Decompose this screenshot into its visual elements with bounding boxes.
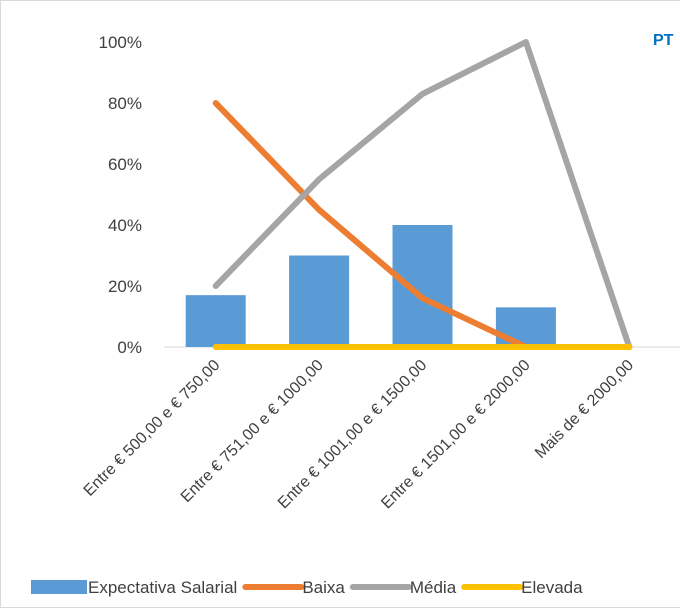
- y-tick-label: 60%: [108, 155, 142, 174]
- legend-label: Expectativa Salarial: [88, 578, 237, 597]
- legend-label: Elevada: [521, 578, 583, 597]
- legend-label: Baixa: [302, 578, 345, 597]
- category-label: Mais de € 2000,00: [532, 357, 637, 462]
- y-tick-label: 40%: [108, 216, 142, 235]
- legend-swatch: [31, 580, 87, 594]
- bar: [392, 225, 453, 347]
- y-tick-label: 0%: [117, 338, 142, 357]
- series-line: [212, 39, 633, 350]
- corner-tag: PT: [653, 32, 674, 49]
- bar: [289, 255, 350, 347]
- y-tick-label: 80%: [108, 94, 142, 113]
- legend-label: Média: [410, 578, 457, 597]
- bar: [185, 295, 246, 347]
- y-tick-label: 100%: [99, 33, 142, 52]
- bar: [495, 307, 556, 347]
- y-tick-label: 20%: [108, 277, 142, 296]
